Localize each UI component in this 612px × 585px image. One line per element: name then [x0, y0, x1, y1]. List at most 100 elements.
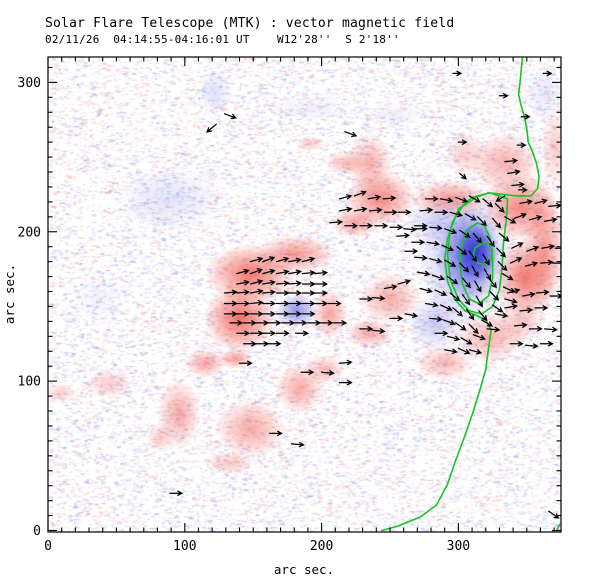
vector-arrow: [509, 341, 524, 347]
vector-arrow: [548, 510, 560, 519]
vector-arrow: [301, 281, 316, 287]
vector-arrow: [457, 139, 468, 145]
vector-arrow: [249, 299, 264, 306]
vector-arrow: [262, 256, 276, 263]
vector-arrow: [262, 300, 277, 307]
vector-arrow: [504, 158, 519, 164]
vector-arrow: [367, 194, 382, 201]
vector-arrow: [548, 202, 561, 209]
vector-arrow: [472, 232, 483, 244]
plot-title: Solar Flare Telescope (MTK) : vector mag…: [45, 16, 455, 31]
vector-arrow: [275, 300, 290, 307]
vector-arrow: [483, 268, 492, 281]
vector-arrow: [301, 311, 316, 317]
vector-arrow: [236, 300, 251, 307]
vector-arrow: [275, 290, 290, 296]
vector-arrow: [535, 289, 550, 296]
vector-arrow: [456, 246, 468, 256]
y-tick-label: 200: [18, 225, 41, 240]
vector-arrow: [522, 291, 536, 298]
y-tick-label: 100: [18, 375, 41, 390]
vector-arrow: [516, 142, 527, 148]
vector-arrow: [290, 441, 305, 448]
vector-arrow: [404, 248, 419, 254]
vector-arrow: [206, 123, 217, 133]
vector-arrow: [338, 359, 353, 366]
vector-arrow: [460, 337, 473, 345]
vector-arrow: [482, 198, 494, 208]
vector-arrow: [434, 209, 449, 216]
vector-arrow: [262, 311, 277, 317]
vector-arrow: [236, 279, 250, 286]
vector-arrow: [498, 93, 509, 99]
vector-arrow: [465, 308, 475, 321]
vector-arrow: [389, 315, 404, 322]
vector-arrow: [262, 289, 277, 296]
vector-arrow: [464, 213, 477, 221]
vector-arrow: [338, 206, 353, 213]
vector-arrow: [506, 288, 521, 294]
vector-arrow: [478, 310, 488, 322]
vector-arrow: [504, 298, 518, 304]
vector-arrow: [293, 320, 308, 326]
x-tick-label: 300: [447, 539, 470, 554]
vector-arrow: [236, 311, 251, 317]
vector-arrow: [513, 212, 528, 219]
vector-arrow: [481, 319, 494, 327]
vector-arrow: [439, 304, 453, 311]
vector-arrow: [314, 281, 329, 287]
vector-arrow: [371, 328, 386, 334]
vector-arrow: [236, 330, 251, 337]
vector-arrow: [382, 195, 397, 201]
vector-arrow: [468, 323, 479, 334]
vector-arrow: [486, 235, 495, 248]
vector-arrow: [262, 330, 277, 337]
plot-frame: [47, 56, 562, 533]
vector-arrow: [359, 296, 374, 302]
vector-arrow: [268, 430, 283, 437]
vector-arrow: [543, 217, 558, 223]
vector-arrow: [429, 258, 443, 264]
vector-arrow: [552, 260, 561, 266]
vector-arrow: [449, 211, 464, 218]
field-contour: [459, 222, 494, 305]
vector-arrow: [461, 293, 471, 306]
vector-arrow: [242, 320, 257, 326]
vector-arrow: [439, 197, 454, 204]
vector-arrow: [539, 341, 554, 347]
vector-arrow: [519, 199, 534, 205]
vector-arrow: [242, 341, 257, 347]
vector-arrow: [442, 319, 456, 326]
vector-arrow: [419, 287, 433, 294]
vector-arrow: [534, 305, 549, 311]
vector-arrow: [396, 232, 411, 239]
vector-arrow: [444, 228, 458, 235]
vector-arrow: [504, 303, 519, 310]
vector-arrow: [528, 215, 543, 221]
vector-arrow: [169, 490, 184, 496]
vector-arrow: [262, 279, 276, 286]
vector-arrow: [223, 300, 238, 307]
vector-arrow: [413, 223, 428, 229]
vector-arrow: [249, 279, 264, 285]
vector-arrow: [344, 131, 358, 138]
vector-arrow: [416, 270, 431, 277]
vector-arrow: [223, 311, 238, 317]
vector-arrow: [452, 70, 463, 77]
vector-arrow: [528, 326, 543, 332]
vector-arrow: [471, 265, 479, 278]
vector-arrow: [413, 255, 428, 261]
field-contour: [446, 192, 509, 315]
vector-arrow: [288, 269, 302, 275]
vector-arrow: [338, 379, 353, 386]
vector-arrow: [301, 256, 316, 263]
vector-arrow: [249, 288, 264, 295]
vector-arrow: [301, 290, 316, 296]
vector-arrow: [338, 194, 353, 200]
vector-arrow: [431, 274, 445, 281]
vector-arrow: [267, 320, 282, 326]
vector-arrow: [403, 226, 417, 233]
vector-arrow: [301, 300, 316, 307]
vector-arrow: [482, 253, 490, 266]
vector-arrow: [496, 247, 507, 258]
